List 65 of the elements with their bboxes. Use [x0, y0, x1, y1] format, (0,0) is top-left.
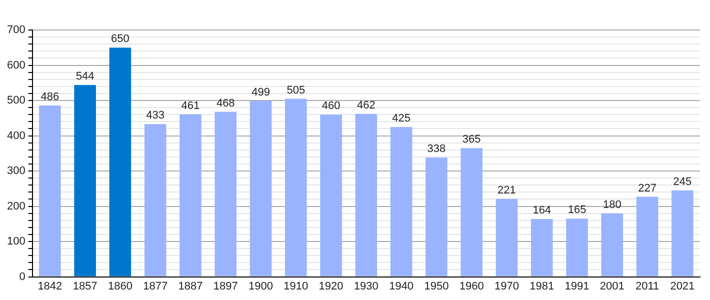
x-tick-label: 1860: [108, 280, 132, 292]
data-label: 164: [532, 204, 552, 217]
y-tick-label: 200: [6, 200, 26, 212]
y-tick-label: 500: [6, 94, 26, 107]
x-tick-label: 1877: [143, 280, 168, 292]
data-label: 165: [568, 204, 586, 216]
data-label: 544: [76, 70, 94, 83]
data-label: 461: [181, 100, 200, 112]
bar: [601, 213, 624, 276]
bar: [180, 114, 202, 276]
bar: [460, 148, 482, 276]
x-tick-label: 2011: [635, 280, 660, 292]
y-tick-label: 100: [6, 236, 26, 248]
x-tick-label: 1940: [389, 280, 414, 292]
bar: [426, 158, 448, 276]
x-tick-label: 1910: [284, 280, 308, 292]
data-label: 425: [392, 112, 410, 124]
bar: [39, 105, 61, 276]
bar: [530, 218, 553, 276]
data-label: 433: [146, 110, 165, 122]
x-tick-label: 2001: [600, 280, 624, 292]
data-label: 486: [40, 90, 60, 103]
x-tick-label: 2021: [670, 280, 695, 292]
x-tick-label: 1950: [424, 280, 449, 292]
x-tick-label: 1930: [354, 280, 378, 292]
data-label: 245: [673, 176, 692, 188]
x-tick-label: 1900: [248, 280, 273, 292]
data-label: 462: [356, 99, 376, 112]
bar: [285, 98, 307, 276]
bar: [144, 124, 166, 276]
data-label: 338: [427, 143, 446, 156]
x-tick-label: 1970: [494, 280, 519, 292]
data-label: 499: [252, 86, 270, 98]
data-label: 365: [462, 134, 481, 146]
x-tick-label: 1897: [213, 280, 238, 292]
x-tick-label: 1842: [38, 280, 62, 292]
y-tick-label: 0: [19, 270, 26, 283]
bar: [320, 114, 342, 276]
x-tick-label: 1991: [564, 280, 590, 292]
x-tick-label: 1960: [459, 280, 484, 292]
bar: [250, 100, 272, 276]
x-tick-label: 1981: [530, 280, 554, 292]
data-label: 460: [322, 100, 340, 112]
data-label: 227: [638, 182, 656, 194]
y-tick-label: 700: [6, 24, 26, 36]
bar: [214, 112, 237, 276]
bar: [390, 126, 412, 276]
x-tick-label: 1887: [178, 280, 203, 292]
y-tick-label: 300: [6, 165, 26, 178]
bar: [672, 190, 694, 276]
y-tick-label: 600: [6, 59, 26, 72]
x-tick-label: 1920: [318, 280, 344, 292]
bar: [566, 218, 588, 276]
data-label: 468: [216, 97, 235, 110]
y-tick-label: 400: [6, 130, 26, 142]
data-label: 221: [498, 184, 516, 196]
bar: [109, 48, 132, 276]
data-label: 505: [286, 84, 306, 96]
x-tick-label: 1857: [72, 280, 98, 292]
bar: [355, 114, 378, 276]
bar: [636, 196, 658, 276]
bar: [496, 198, 518, 276]
data-label: 180: [602, 198, 622, 211]
data-label: 650: [111, 33, 130, 46]
bar: [74, 85, 96, 276]
